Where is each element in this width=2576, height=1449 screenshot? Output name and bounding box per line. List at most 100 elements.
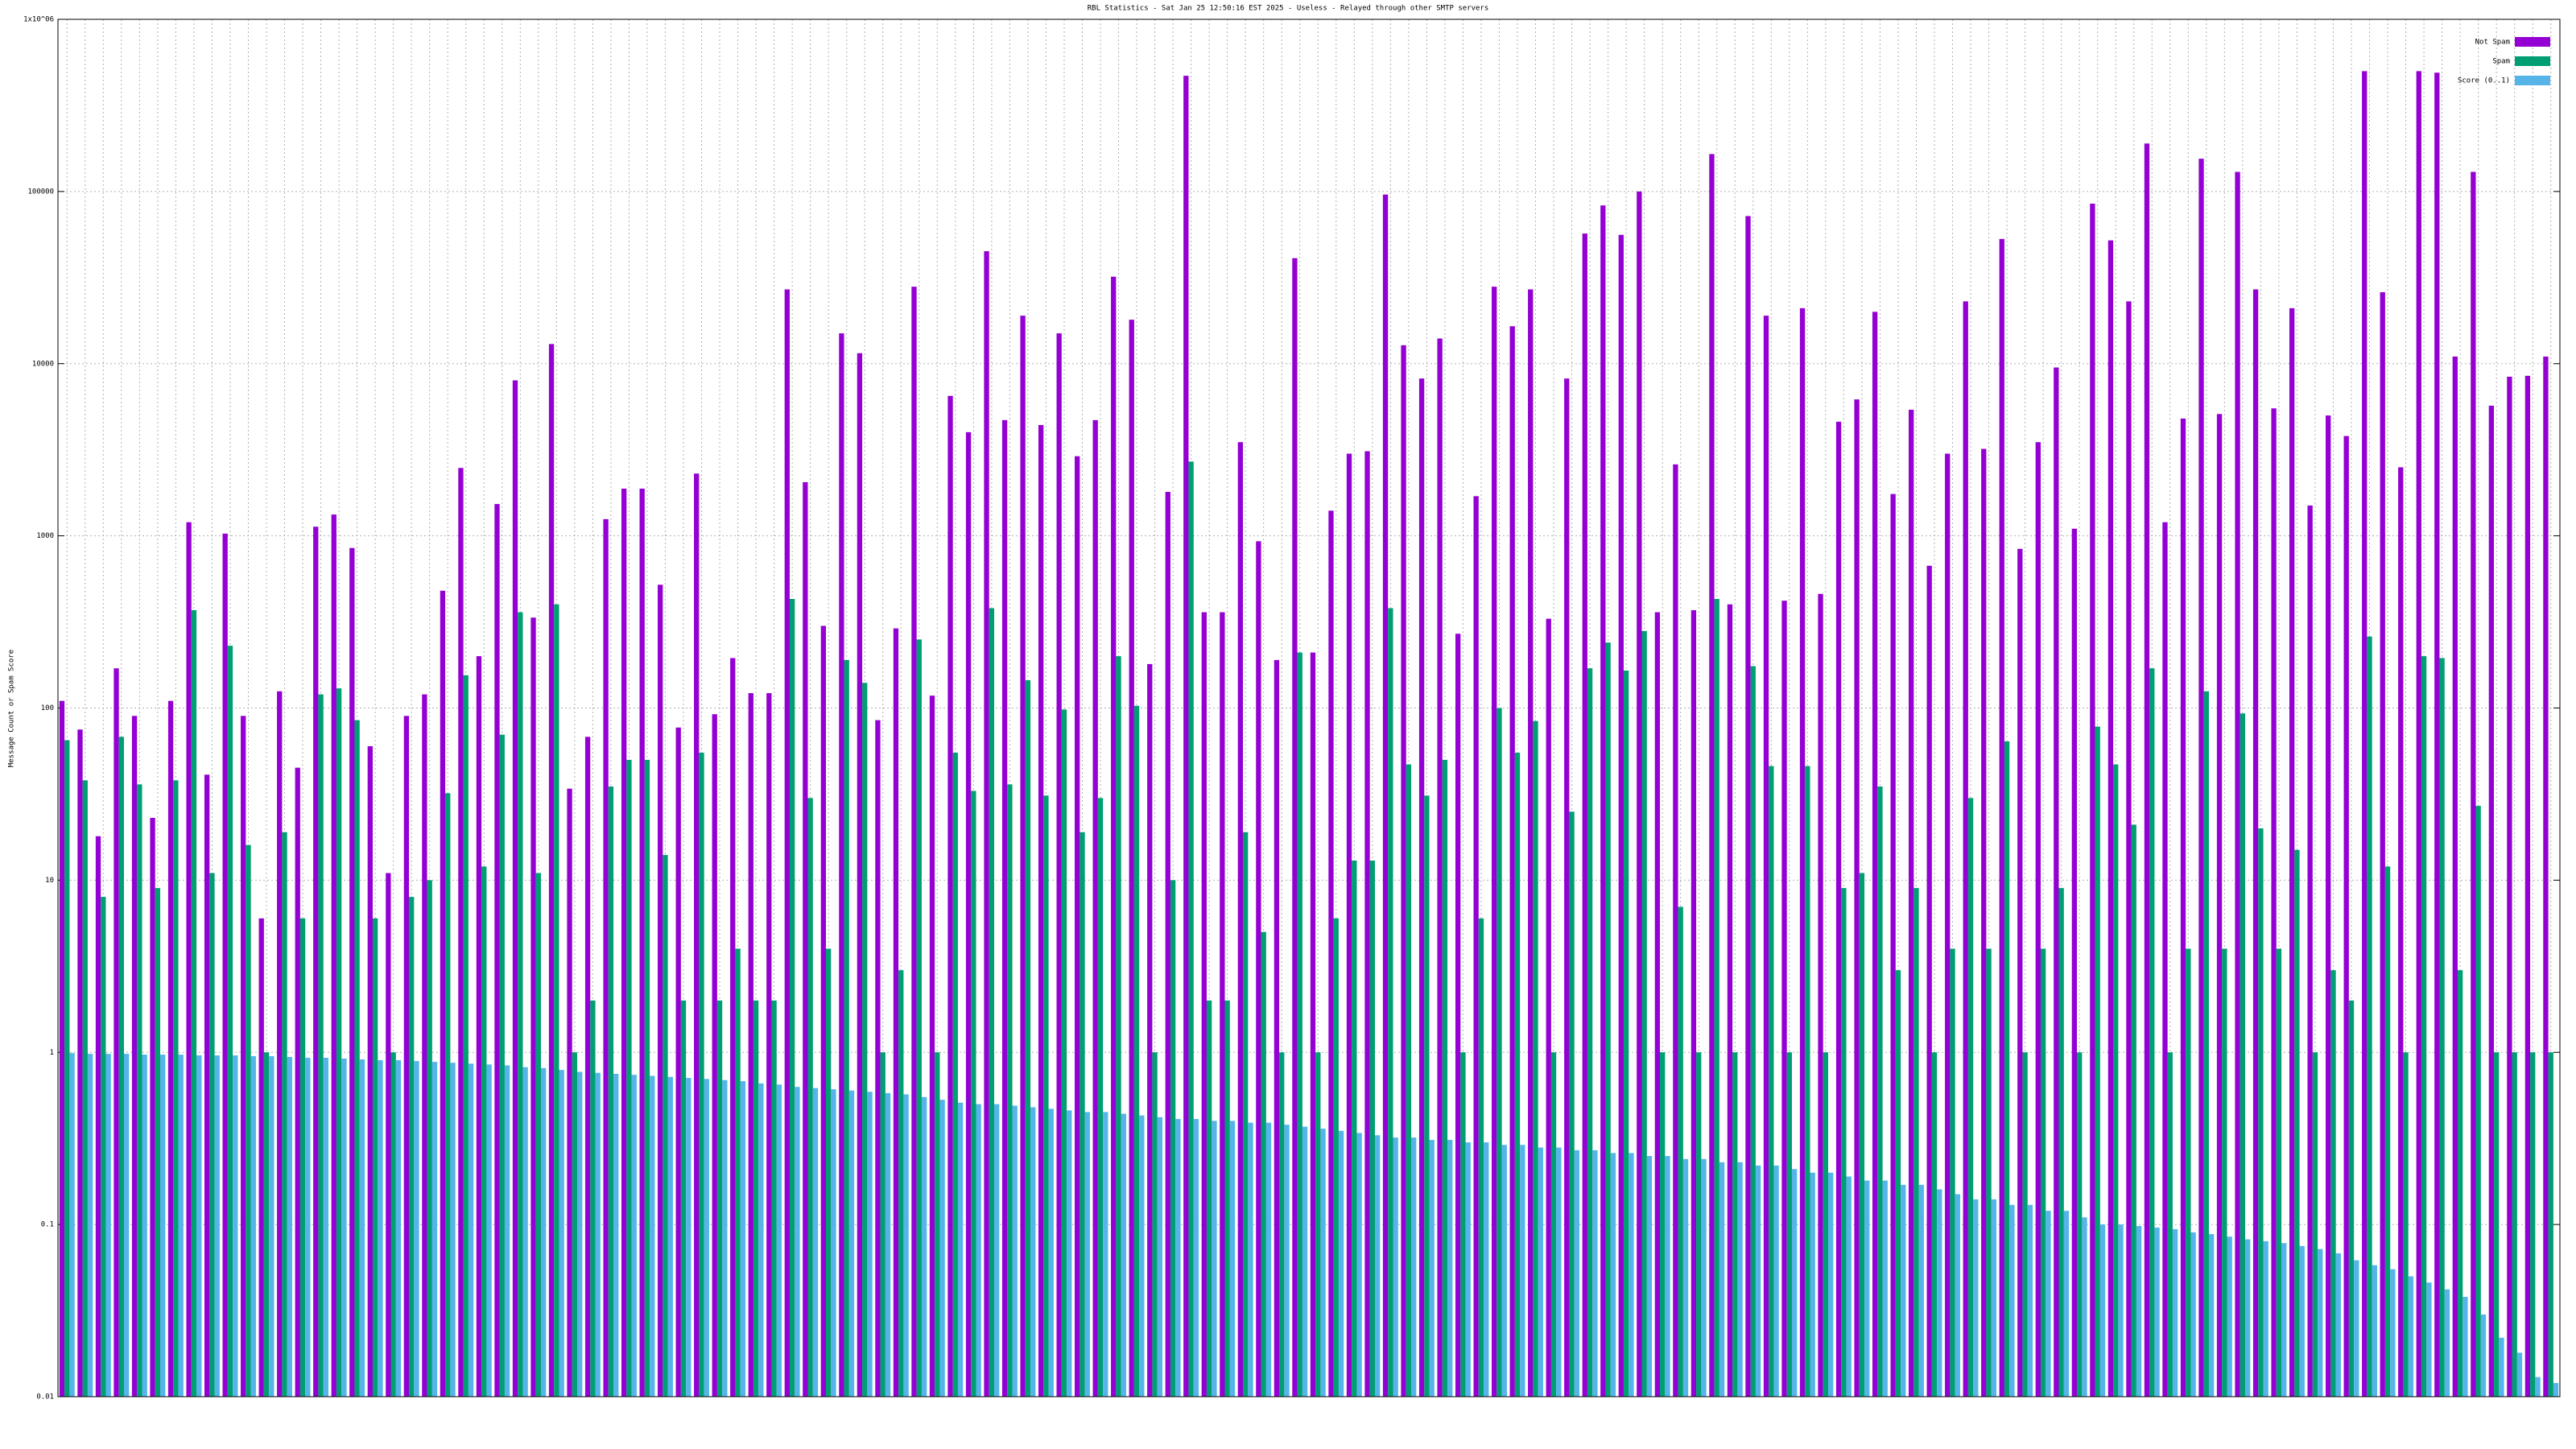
bar xyxy=(2040,948,2046,1397)
bar xyxy=(1569,811,1575,1397)
bar xyxy=(1111,276,1117,1397)
bar xyxy=(1773,1165,1779,1397)
bar xyxy=(1478,918,1484,1397)
bar xyxy=(1048,1108,1054,1397)
bar xyxy=(2099,1224,2106,1397)
bar xyxy=(1818,593,1823,1397)
bar xyxy=(885,1092,891,1397)
bar xyxy=(1442,759,1448,1397)
bar xyxy=(313,526,319,1397)
bar xyxy=(1356,1133,1362,1397)
bar xyxy=(2162,522,2168,1397)
bar xyxy=(1188,461,1194,1397)
bar xyxy=(95,836,101,1397)
bar xyxy=(1709,154,1715,1397)
bar xyxy=(486,1064,492,1397)
bar xyxy=(1673,464,1678,1397)
bar xyxy=(2416,71,2421,1397)
bar xyxy=(209,873,215,1397)
bar xyxy=(1859,873,1865,1397)
bar xyxy=(1981,448,1987,1397)
bar xyxy=(2090,203,2095,1397)
y-tick-label: 100000 xyxy=(27,188,54,196)
bar xyxy=(921,1096,927,1397)
bar xyxy=(77,729,83,1397)
bar xyxy=(2512,1052,2517,1397)
bar xyxy=(2281,1243,2287,1397)
bar xyxy=(445,793,451,1397)
bar xyxy=(167,700,174,1397)
bar xyxy=(1460,1052,1466,1397)
bar xyxy=(2330,970,2336,1397)
bar xyxy=(1496,708,1502,1397)
bar xyxy=(282,832,287,1397)
bar xyxy=(994,1104,1000,1397)
bar xyxy=(639,488,645,1397)
legend-swatch xyxy=(2515,76,2550,85)
bar xyxy=(2335,1253,2341,1397)
bar xyxy=(1629,1153,1634,1397)
bar xyxy=(1665,1156,1670,1397)
bar xyxy=(554,604,559,1397)
bar xyxy=(2227,1236,2232,1397)
bar xyxy=(916,639,922,1397)
bar xyxy=(1592,1150,1598,1397)
bar xyxy=(2499,1337,2504,1397)
bar xyxy=(1550,1052,1557,1397)
bar xyxy=(911,287,917,1397)
bar xyxy=(173,780,179,1397)
bar xyxy=(1315,1052,1321,1397)
bar xyxy=(386,873,391,1397)
bar xyxy=(675,727,681,1397)
bar xyxy=(1401,345,1406,1397)
bar xyxy=(1237,442,1244,1397)
bar xyxy=(1424,795,1430,1397)
bar xyxy=(2107,240,2114,1397)
bar xyxy=(2384,866,2391,1397)
bar xyxy=(101,897,106,1397)
bar xyxy=(1610,1153,1616,1397)
bar xyxy=(114,668,119,1397)
bar xyxy=(2271,408,2277,1397)
bar xyxy=(1429,1140,1435,1397)
bar xyxy=(522,1067,528,1397)
bar xyxy=(812,1088,819,1397)
bar xyxy=(898,970,904,1397)
bar xyxy=(530,617,536,1397)
bar xyxy=(269,1056,275,1397)
bar xyxy=(118,737,124,1397)
bar xyxy=(409,897,415,1397)
bar xyxy=(1533,720,1538,1397)
bar xyxy=(1654,612,1661,1397)
y-tick-label: 0.1 xyxy=(41,1221,54,1229)
bar xyxy=(1864,1180,1870,1397)
legend-swatch xyxy=(2515,37,2550,47)
bar xyxy=(2434,72,2440,1397)
bar xyxy=(694,473,700,1397)
bar xyxy=(1388,608,1393,1397)
bar xyxy=(608,786,614,1397)
bar xyxy=(450,1063,456,1397)
bar xyxy=(2144,143,2150,1397)
bar xyxy=(704,1079,709,1397)
bar xyxy=(2524,375,2531,1397)
bar xyxy=(753,1000,759,1397)
bar xyxy=(1447,1140,1453,1397)
bar xyxy=(989,608,995,1397)
bar xyxy=(1484,1142,1489,1397)
bar xyxy=(1931,1052,1938,1397)
bar xyxy=(2553,1383,2559,1397)
bar xyxy=(663,855,668,1397)
bar xyxy=(2263,1241,2268,1397)
bar xyxy=(1139,1115,1145,1397)
bar xyxy=(2507,376,2512,1397)
bar xyxy=(935,1052,940,1397)
y-tick-label: 0.01 xyxy=(36,1393,54,1402)
bar xyxy=(1520,1145,1525,1397)
bar xyxy=(1338,1130,1344,1397)
bar xyxy=(1025,679,1031,1397)
bar xyxy=(686,1078,691,1397)
bar xyxy=(1950,948,1955,1397)
bar xyxy=(105,1054,111,1397)
y-tick-label: 10000 xyxy=(32,360,54,368)
